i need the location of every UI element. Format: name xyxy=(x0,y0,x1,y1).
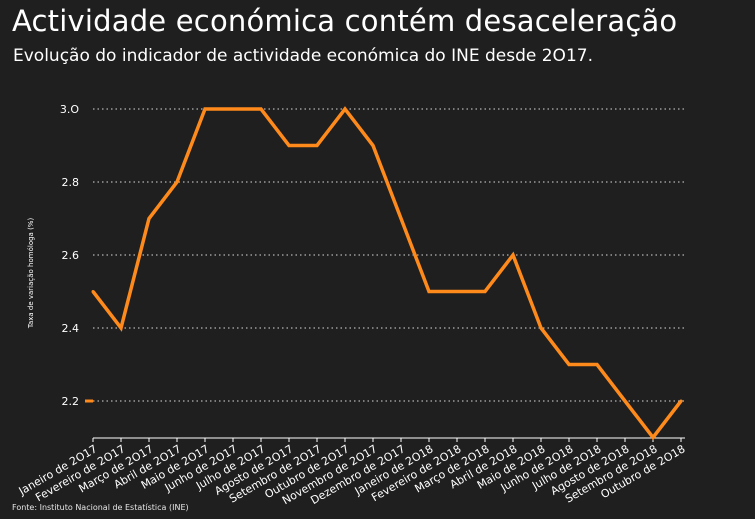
data-point xyxy=(91,290,95,293)
data-point xyxy=(595,363,599,366)
y-tick-label: 2.8 xyxy=(62,176,80,189)
data-point xyxy=(287,144,291,147)
data-point xyxy=(483,290,487,293)
data-point xyxy=(315,144,319,147)
data-point xyxy=(343,107,347,111)
data-point xyxy=(651,436,655,439)
data-point xyxy=(455,290,459,293)
data-point xyxy=(539,326,543,330)
data-point xyxy=(511,253,515,257)
y-tick-label: 2.4 xyxy=(62,322,80,335)
y-axis-label: Taxa de variação homóloga (%) xyxy=(27,218,35,330)
chart-title: Actividade económica contém desaceleraçã… xyxy=(12,4,678,38)
data-point xyxy=(119,326,123,330)
data-point xyxy=(399,217,403,220)
y-axis-ticks: 2.2 2.4 2.6 2.8 3.O xyxy=(60,103,79,408)
data-point xyxy=(175,180,179,184)
y-tick-label: 3.O xyxy=(60,103,79,116)
chart-subtitle: Evolução do indicador de actividade econ… xyxy=(13,46,593,66)
data-point xyxy=(679,399,683,403)
gridlines xyxy=(93,108,685,402)
y-tick-label: 2.2 xyxy=(62,395,80,408)
source-note: Fonte: Instituto Nacional de Estatística… xyxy=(12,503,189,512)
data-point xyxy=(567,363,571,366)
data-point xyxy=(147,217,151,220)
series-layer xyxy=(85,106,683,441)
data-point xyxy=(231,107,235,111)
data-point xyxy=(203,107,207,111)
series-line xyxy=(91,106,683,441)
data-point xyxy=(427,290,431,293)
y-tick-label: 2.6 xyxy=(62,249,80,262)
data-point xyxy=(259,107,263,111)
data-point xyxy=(623,399,627,403)
data-point xyxy=(371,144,375,147)
